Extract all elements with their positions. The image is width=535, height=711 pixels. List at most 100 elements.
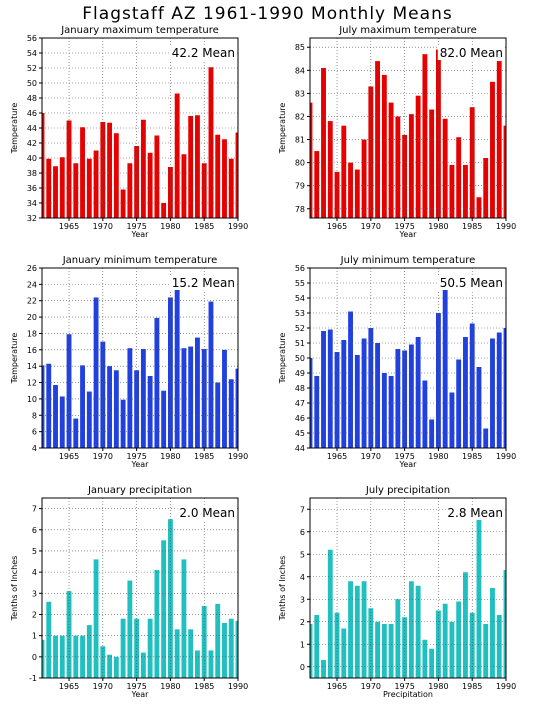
- bar: [375, 61, 381, 218]
- x-tick-label: 1990: [496, 222, 516, 231]
- x-axis-label: Year: [131, 460, 150, 469]
- y-tick-label: 26: [27, 264, 37, 273]
- mean-label: 15.2 Mean: [172, 276, 235, 290]
- chart-title: July minimum temperature: [340, 255, 476, 266]
- mean-label: 2.8 Mean: [447, 506, 503, 520]
- y-tick-label: 36: [27, 184, 37, 193]
- bar: [375, 343, 381, 448]
- x-axis-label: Year: [131, 690, 150, 699]
- bar: [59, 396, 65, 448]
- x-tick-label: 1990: [228, 452, 248, 461]
- bar: [66, 591, 72, 678]
- chart-title: July maximum temperature: [338, 25, 477, 36]
- y-tick-label: 83: [295, 89, 305, 98]
- bar: [222, 139, 227, 218]
- bar: [435, 49, 441, 218]
- bar: [314, 376, 320, 448]
- y-tick-label: 54: [295, 294, 305, 303]
- bar: [327, 121, 333, 218]
- bars: [310, 518, 506, 678]
- y-tick-label: 5: [32, 547, 37, 556]
- bar: [161, 203, 167, 218]
- bar: [476, 197, 482, 218]
- bar: [490, 81, 495, 218]
- bar: [449, 164, 455, 218]
- bar: [415, 337, 421, 448]
- bar: [53, 385, 58, 448]
- bar: [86, 158, 92, 218]
- bar: [93, 297, 99, 448]
- x-tick-label: 1970: [361, 682, 381, 691]
- y-tick-label: 56: [27, 34, 37, 43]
- bar: [490, 588, 495, 678]
- y-tick-label: 46: [295, 414, 305, 423]
- x-axis-label: Year: [399, 460, 418, 469]
- bar: [408, 344, 414, 448]
- bar: [181, 348, 187, 448]
- x-tick-label: 1970: [93, 222, 113, 231]
- y-tick-label: 38: [27, 169, 37, 178]
- bar: [215, 603, 221, 678]
- y-tick-label: 53: [295, 309, 305, 318]
- plot-frame: [41, 267, 239, 449]
- bar: [107, 366, 113, 448]
- bar: [120, 399, 126, 448]
- bar: [208, 67, 214, 218]
- y-tick-label: 54: [27, 49, 37, 58]
- y-tick-label: 34: [27, 199, 37, 208]
- bar: [113, 133, 119, 218]
- y-tick-label: 84: [295, 66, 305, 75]
- plot-frame: [309, 37, 507, 219]
- x-tick-label: 1985: [194, 222, 214, 231]
- y-tick-label: 81: [295, 136, 305, 145]
- y-tick-label: 52: [295, 324, 305, 333]
- bar: [422, 54, 428, 218]
- mean-label: 50.5 Mean: [440, 276, 503, 290]
- y-tick-label: 51: [295, 339, 305, 348]
- bar: [321, 68, 326, 218]
- bar: [375, 621, 381, 678]
- x-tick-label: 1965: [327, 452, 347, 461]
- bar: [422, 380, 428, 448]
- bar: [483, 624, 489, 678]
- bar: [435, 313, 441, 448]
- bar: [80, 127, 85, 218]
- bar: [483, 158, 489, 218]
- bar: [86, 625, 92, 678]
- x-tick-label: 1985: [194, 682, 214, 691]
- bar: [73, 418, 79, 448]
- bar: [348, 311, 353, 448]
- y-axis-label: Temperature: [278, 103, 287, 155]
- x-tick-label: 1980: [428, 682, 448, 691]
- y-tick-label: 40: [27, 154, 37, 163]
- y-tick-label: 4: [300, 573, 305, 582]
- bar: [449, 392, 455, 448]
- bar: [388, 624, 394, 678]
- bar: [429, 419, 435, 448]
- bar: [167, 167, 173, 218]
- bar: [42, 639, 45, 678]
- bar: [93, 559, 99, 678]
- y-tick-label: 44: [295, 444, 305, 453]
- x-tick-label: 1975: [394, 452, 414, 461]
- y-tick-label: 42: [27, 139, 37, 148]
- bar: [456, 137, 462, 218]
- bar: [222, 349, 227, 448]
- y-axis-label: Temperature: [10, 103, 19, 155]
- x-tick-label: 1970: [93, 682, 113, 691]
- bar: [435, 610, 441, 678]
- bar: [73, 163, 79, 218]
- bar: [86, 391, 92, 448]
- bar: [327, 329, 333, 448]
- bar: [314, 151, 320, 218]
- bar: [201, 349, 207, 448]
- bar: [395, 349, 401, 448]
- bar: [161, 390, 167, 448]
- y-tick-label: 0: [32, 653, 37, 662]
- y-tick-label: 4: [32, 444, 37, 453]
- bar: [442, 603, 448, 678]
- x-axis-label: Year: [131, 230, 150, 239]
- chart-title: January minimum temperature: [62, 255, 218, 266]
- bar: [195, 337, 200, 448]
- bar: [456, 359, 462, 448]
